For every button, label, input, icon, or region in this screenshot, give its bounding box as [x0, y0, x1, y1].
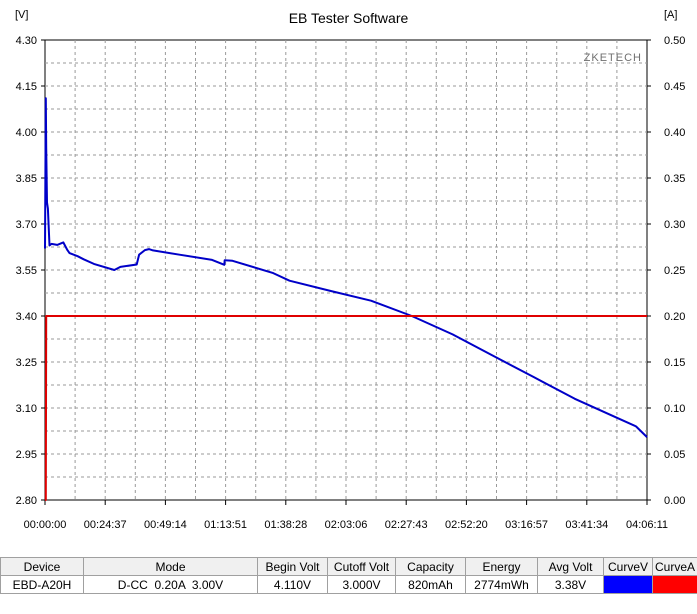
header-begin-volt[interactable]: Begin Volt: [257, 557, 328, 576]
right-axis-tick-label: 0.40: [664, 127, 685, 139]
header-energy[interactable]: Energy: [465, 557, 538, 576]
grid-lines: [45, 40, 647, 500]
header-device[interactable]: Device: [0, 557, 84, 576]
x-axis-tick-label: 03:41:34: [565, 519, 608, 531]
right-axis-tick-label: 0.10: [664, 403, 685, 415]
cell-energy: 2774mWh: [465, 575, 538, 594]
left-axis-tick-label: 3.25: [16, 357, 37, 369]
left-axis-tick-label: 3.40: [16, 311, 37, 323]
left-axis-tick-label: 3.70: [16, 219, 37, 231]
results-table: Device Mode Begin Volt Cutoff Volt Capac…: [0, 557, 697, 594]
cell-capacity: 820mAh: [395, 575, 466, 594]
curve-a-color-swatch[interactable]: [652, 575, 697, 594]
voltage-curve-line: [44, 97, 648, 438]
x-axis-tick-label: 02:27:43: [385, 519, 428, 531]
right-axis-tick-label: 0.20: [664, 311, 685, 323]
right-axis-tick-label: 0.35: [664, 173, 685, 185]
left-axis-tick-label: 3.55: [16, 265, 37, 277]
x-axis-tick-label: 00:00:00: [24, 519, 67, 531]
cell-device: EBD-A20H: [0, 575, 84, 594]
chart-title: EB Tester Software: [288, 10, 409, 26]
header-mode[interactable]: Mode: [83, 557, 258, 576]
header-cutoff-volt[interactable]: Cutoff Volt: [327, 557, 396, 576]
watermark-logo: ZKETECH: [584, 52, 642, 64]
left-axis-tick-label: 3.85: [16, 173, 37, 185]
right-axis-tick-label: 0.50: [664, 35, 685, 47]
x-axis-tick-label: 03:16:57: [505, 519, 548, 531]
header-capacity[interactable]: Capacity: [395, 557, 466, 576]
cell-avg-volt: 3.38V: [537, 575, 604, 594]
right-axis-tick-label: 0.15: [664, 357, 685, 369]
voltage-current-chart[interactable]: 2.80 2.95 3.10 3.25 3.40 3.55 3.70 3.85 4.00 4.15…: [0, 0, 697, 545]
left-axis-tick-label: 3.10: [16, 403, 37, 415]
x-axis-tick-label: 02:52:20: [445, 519, 488, 531]
curve-v-color-swatch[interactable]: [603, 575, 653, 594]
x-axis-tick-label: 00:49:14: [144, 519, 187, 531]
data-series: [44, 97, 648, 501]
left-axis-tick-label: 4.30: [16, 35, 37, 47]
right-axis-tick-label: 0.30: [664, 219, 685, 231]
right-axis-tick-label: 0.45: [664, 81, 685, 93]
header-curve-a[interactable]: CurveA: [652, 557, 697, 576]
x-axis-tick-label: 02:03:06: [325, 519, 368, 531]
cell-mode: D-CC 0.20A 3.00V: [83, 575, 258, 594]
left-axis-tick-label: 4.15: [16, 81, 37, 93]
right-axis-unit: [A]: [664, 9, 678, 21]
header-avg-volt[interactable]: Avg Volt: [537, 557, 604, 576]
left-axis-tick-label: 4.00: [16, 127, 37, 139]
cell-cutoff-volt: 3.000V: [327, 575, 396, 594]
current-curve-line: [44, 315, 647, 501]
results-header-row: Device Mode Begin Volt Cutoff Volt Capac…: [0, 557, 697, 576]
header-curve-v[interactable]: CurveV: [603, 557, 653, 576]
left-axis-tick-label: 2.95: [16, 449, 37, 461]
axis-ticks: 2.80 2.95 3.10 3.25 3.40 3.55 3.70 3.85 4.00 4.15…: [16, 35, 686, 531]
x-axis-tick-label: 01:13:51: [204, 519, 247, 531]
right-axis-tick-label: 0.05: [664, 449, 685, 461]
x-axis-tick-label: 04:06:11: [626, 519, 668, 531]
left-axis-unit: [V]: [15, 9, 29, 21]
cell-begin-volt: 4.110V: [257, 575, 328, 594]
left-axis-tick-label: 2.80: [16, 495, 37, 507]
x-axis-tick-label: 00:24:37: [84, 519, 127, 531]
table-row[interactable]: EBD-A20H D-CC 0.20A 3.00V 4.110V 3.000V …: [0, 575, 697, 594]
right-axis-tick-label: 0.00: [664, 495, 685, 507]
x-axis-tick-label: 01:38:28: [264, 519, 307, 531]
right-axis-tick-label: 0.25: [664, 265, 685, 277]
